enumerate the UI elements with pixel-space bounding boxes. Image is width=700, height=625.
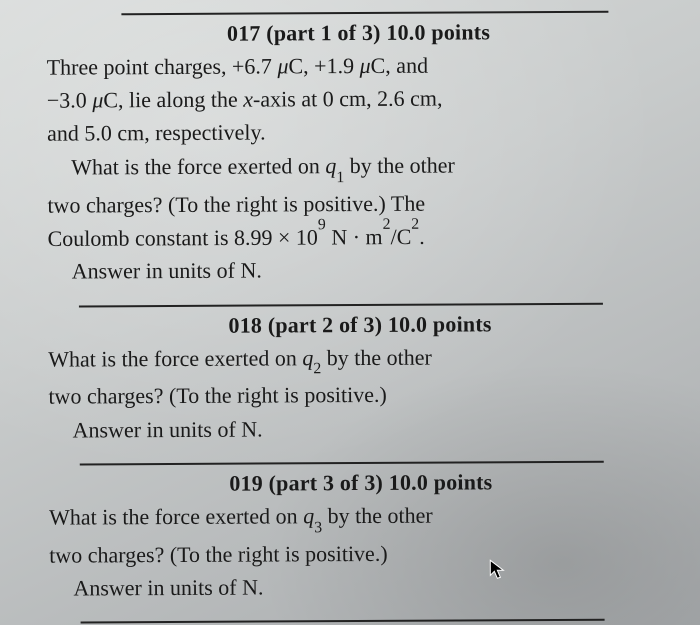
p017-line3: and 5.0 cm, respectively. xyxy=(47,115,671,150)
p017-line5: two charges? (To the right is positive.)… xyxy=(47,186,671,221)
heading-019: 019 (part 3 of 3) 10.0 points xyxy=(49,468,673,497)
rule-mid-2 xyxy=(80,461,604,466)
p018-line2: two charges? (To the right is positive.) xyxy=(48,378,672,413)
p019-answer: Answer in units of N. xyxy=(49,569,673,604)
p017-line2: −3.0 μC, lie along the x-axis at 0 cm, 2… xyxy=(47,82,671,117)
rule-top xyxy=(121,11,608,16)
p017-line1: Three point charges, +6.7 μC, +1.9 μC, a… xyxy=(47,48,671,83)
p017-line6: Coulomb constant is 8.99 × 109 N · m2/C2… xyxy=(47,219,671,254)
heading-018: 018 (part 2 of 3) 10.0 points xyxy=(48,310,672,339)
p019-line1: What is the force exerted on q3 by the o… xyxy=(49,498,673,537)
physics-problem-page: 017 (part 1 of 3) 10.0 points Three poin… xyxy=(46,10,673,624)
problem-017: 017 (part 1 of 3) 10.0 points Three poin… xyxy=(46,18,671,287)
p017-line4: What is the force exerted on q1 by the o… xyxy=(47,148,671,187)
heading-017: 017 (part 1 of 3) 10.0 points xyxy=(46,18,670,47)
p018-answer: Answer in units of N. xyxy=(49,411,673,446)
problem-018: 018 (part 2 of 3) 10.0 points What is th… xyxy=(48,310,673,446)
rule-mid-1 xyxy=(79,302,603,307)
problem-019: 019 (part 3 of 3) 10.0 points What is th… xyxy=(49,468,674,604)
p018-line1: What is the force exerted on q2 by the o… xyxy=(48,340,672,379)
p017-answer: Answer in units of N. xyxy=(48,253,672,288)
p019-line2: two charges? (To the right is positive.) xyxy=(49,536,673,571)
rule-bottom xyxy=(81,619,605,624)
